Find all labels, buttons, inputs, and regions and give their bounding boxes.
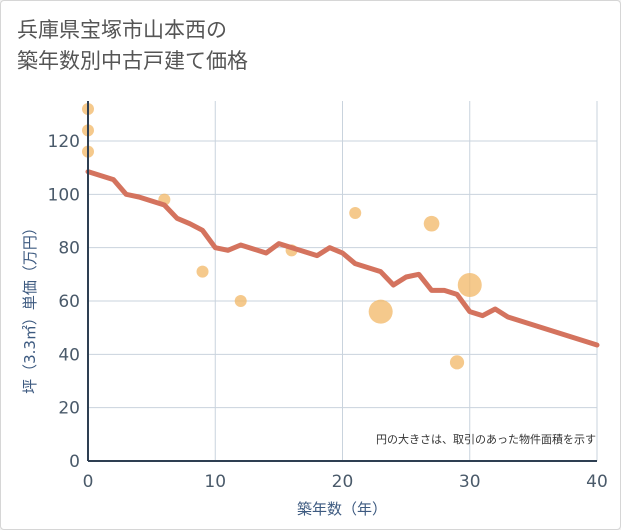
data-bubble	[368, 299, 393, 324]
y-tick-label: 100	[48, 185, 80, 205]
data-bubble	[196, 265, 209, 278]
x-tick-label: 10	[204, 472, 226, 492]
chart-title-line-2: 築年数別中古戸建て価格	[17, 49, 248, 73]
data-bubble	[457, 273, 482, 297]
x-tick-label: 0	[83, 472, 94, 492]
x-tick-label: 40	[586, 472, 608, 492]
data-bubble	[423, 215, 440, 232]
x-axis-label: 築年数（年）	[297, 500, 387, 518]
grid-lines	[88, 101, 598, 461]
y-tick-label: 60	[58, 292, 80, 312]
size-legend-note: 円の大きさは、取引のあった物件面積を示す	[376, 432, 596, 446]
chart-title: 兵庫県宝塚市山本西の 築年数別中古戸建て価格	[17, 15, 248, 77]
trend-line	[85, 169, 600, 348]
y-tick-label: 20	[58, 399, 80, 419]
y-tick-label: 120	[48, 132, 80, 152]
trend-line-group	[85, 169, 600, 348]
y-axis-label: 坪（3.3㎡）単価（万円）	[21, 220, 39, 394]
tick-labels: 0 10 20 30 40 0 20 40 60 80 100 120	[48, 132, 608, 492]
data-bubble	[349, 207, 362, 219]
x-tick-label: 20	[332, 472, 354, 492]
data-bubble	[449, 355, 465, 370]
data-bubble	[234, 295, 247, 307]
axes	[87, 101, 597, 462]
y-tick-label: 80	[58, 239, 80, 259]
x-tick-label: 30	[459, 472, 481, 492]
bubbles	[82, 103, 482, 370]
y-tick-label: 0	[69, 452, 80, 472]
chart-title-line-1: 兵庫県宝塚市山本西の	[17, 18, 227, 42]
y-tick-label: 40	[58, 345, 80, 365]
